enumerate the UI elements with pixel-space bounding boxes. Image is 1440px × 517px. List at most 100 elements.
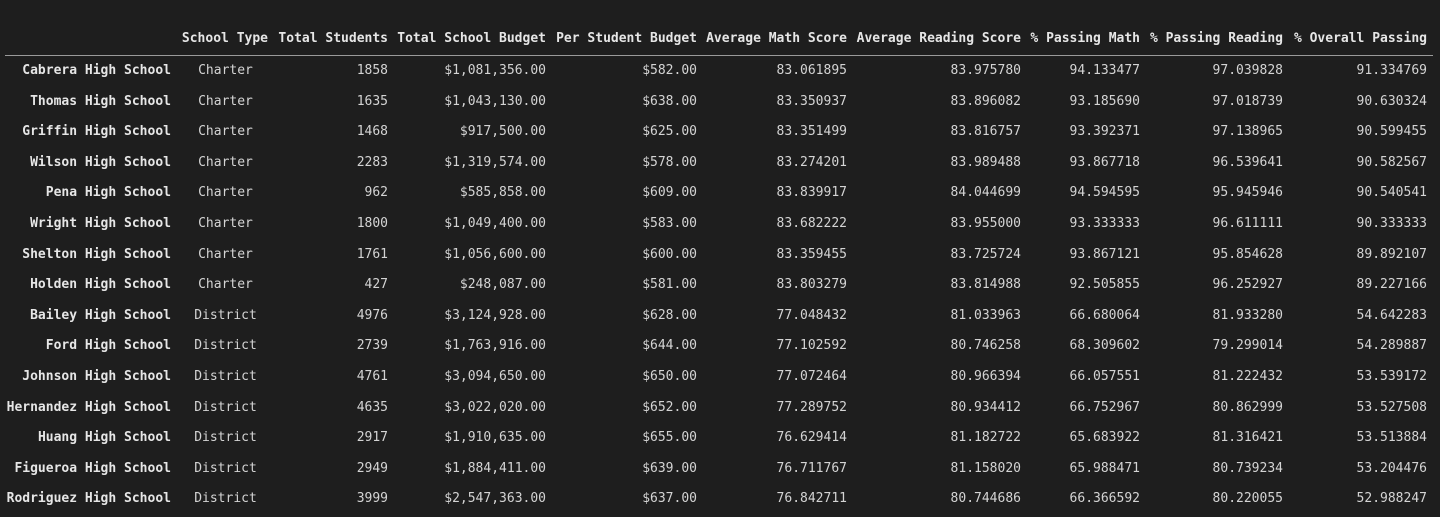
cell-total-school-budget: $917,500.00 — [459, 124, 546, 140]
cell-school-type: Charter — [198, 185, 253, 201]
cell-average-math-score: 83.803279 — [776, 277, 847, 293]
table-row: Thomas High School Charter 1635 $1,043,130.… — [5, 87, 1433, 118]
cell-passing-math: 94.594595 — [1069, 185, 1140, 201]
cell-overall-passing: 53.539172 — [1356, 368, 1427, 384]
cell-school-type: Charter — [198, 246, 253, 262]
cell-total-school-budget: $585,858.00 — [459, 185, 546, 201]
cell-school-name: Huang High School — [37, 430, 171, 446]
school-summary-table: School Type Total Students Total School … — [5, 22, 1433, 515]
cell-school-name: Wilson High School — [30, 154, 171, 170]
cell-total-students: 1858 — [356, 63, 388, 78]
table-header: School Type Total Students Total School … — [5, 22, 1433, 56]
cell-total-school-budget: $1,043,130.00 — [444, 93, 546, 109]
cell-passing-reading: 95.945946 — [1212, 185, 1283, 201]
cell-school-name: Holden High School — [30, 277, 171, 293]
cell-total-students: 1468 — [356, 124, 388, 140]
column-header-index — [5, 22, 177, 56]
cell-average-math-score: 83.061895 — [776, 63, 847, 78]
cell-total-students: 2917 — [356, 430, 388, 446]
cell-per-student-budget: $644.00 — [642, 338, 697, 354]
cell-school-type: District — [194, 368, 257, 384]
cell-average-math-score: 83.839917 — [776, 185, 847, 201]
cell-average-math-score: 83.274201 — [776, 154, 847, 170]
cell-passing-math: 66.752967 — [1069, 399, 1140, 415]
cell-school-name: Cabrera High School — [22, 63, 171, 78]
table-row: Ford High School District 2739 $1,763,916.0… — [5, 331, 1433, 362]
cell-average-math-score: 77.072464 — [776, 368, 847, 384]
cell-overall-passing: 90.582567 — [1356, 154, 1427, 170]
cell-overall-passing: 91.334769 — [1356, 63, 1427, 78]
table-row: Bailey High School District 4976 $3,124,928… — [5, 301, 1433, 332]
cell-average-reading-score: 83.816757 — [950, 124, 1021, 140]
cell-school-name: Johnson High School — [22, 368, 171, 384]
cell-passing-reading: 80.220055 — [1212, 491, 1283, 507]
cell-overall-passing: 89.227166 — [1356, 277, 1427, 293]
cell-per-student-budget: $638.00 — [642, 93, 697, 109]
cell-per-student-budget: $578.00 — [642, 154, 697, 170]
cell-passing-math: 93.867121 — [1069, 246, 1140, 262]
cell-average-reading-score: 80.746258 — [950, 338, 1021, 354]
column-header-total-students: Total Students — [274, 22, 394, 56]
cell-average-math-score: 76.629414 — [776, 430, 847, 446]
table-row: Figueroa High School District 2949 $1,884,4… — [5, 454, 1433, 485]
cell-school-type: Charter — [198, 93, 253, 109]
cell-total-school-budget: $1,049,400.00 — [444, 215, 546, 231]
cell-total-students: 1635 — [356, 93, 388, 109]
cell-passing-math: 93.392371 — [1069, 124, 1140, 140]
cell-per-student-budget: $655.00 — [642, 430, 697, 446]
cell-passing-reading: 95.854628 — [1212, 246, 1283, 262]
cell-passing-math: 92.505855 — [1069, 277, 1140, 293]
column-header-overall-passing: % Overall Passing — [1289, 22, 1433, 56]
cell-average-math-score: 83.359455 — [776, 246, 847, 262]
cell-total-school-budget: $1,910,635.00 — [444, 430, 546, 446]
cell-overall-passing: 90.630324 — [1356, 93, 1427, 109]
cell-average-math-score: 77.102592 — [776, 338, 847, 354]
cell-total-students: 2949 — [356, 460, 388, 476]
cell-overall-passing: 53.527508 — [1356, 399, 1427, 415]
cell-overall-passing: 54.289887 — [1356, 338, 1427, 354]
cell-average-reading-score: 83.955000 — [950, 215, 1021, 231]
cell-per-student-budget: $609.00 — [642, 185, 697, 201]
cell-school-name: Rodriguez High School — [6, 491, 171, 507]
cell-passing-reading: 81.222432 — [1212, 368, 1283, 384]
cell-school-type: District — [194, 338, 257, 354]
table-row: Hernandez High School District 4635 $3,022,… — [5, 393, 1433, 424]
cell-average-reading-score: 83.814988 — [950, 277, 1021, 293]
cell-passing-reading: 81.316421 — [1212, 430, 1283, 446]
cell-average-reading-score: 83.725724 — [950, 246, 1021, 262]
table-row: Huang High School District 2917 $1,910,635.… — [5, 423, 1433, 454]
dataframe-output: School Type Total Students Total School … — [5, 22, 1433, 515]
column-header-passing-math: % Passing Math — [1027, 22, 1146, 56]
cell-passing-math: 66.680064 — [1069, 307, 1140, 323]
cell-school-type: District — [194, 307, 257, 323]
cell-total-school-budget: $1,081,356.00 — [444, 63, 546, 78]
cell-average-reading-score: 80.966394 — [950, 368, 1021, 384]
cell-school-type: Charter — [198, 215, 253, 231]
cell-per-student-budget: $639.00 — [642, 460, 697, 476]
cell-per-student-budget: $600.00 — [642, 246, 697, 262]
cell-school-name: Thomas High School — [30, 93, 171, 109]
cell-overall-passing: 52.988247 — [1356, 491, 1427, 507]
cell-school-name: Hernandez High School — [6, 399, 171, 415]
cell-average-math-score: 76.842711 — [776, 491, 847, 507]
cell-average-reading-score: 81.158020 — [950, 460, 1021, 476]
cell-overall-passing: 53.513884 — [1356, 430, 1427, 446]
table-row: Cabrera High School Charter 1858 $1,081,356… — [5, 56, 1433, 87]
header-row: School Type Total Students Total School … — [5, 22, 1433, 56]
cell-school-name: Wright High School — [30, 215, 171, 231]
cell-passing-reading: 81.933280 — [1212, 307, 1283, 323]
cell-overall-passing: 89.892107 — [1356, 246, 1427, 262]
table-row: Wilson High School Charter 2283 $1,319,574.… — [5, 148, 1433, 179]
cell-total-students: 3999 — [356, 491, 388, 507]
cell-total-school-budget: $1,319,574.00 — [444, 154, 546, 170]
cell-passing-reading: 96.252927 — [1212, 277, 1283, 293]
cell-total-school-budget: $248,087.00 — [459, 277, 546, 293]
column-header-school-type: School Type — [177, 22, 274, 56]
cell-per-student-budget: $625.00 — [642, 124, 697, 140]
cell-school-type: Charter — [198, 277, 253, 293]
column-header-average-reading-score: Average Reading Score — [853, 22, 1027, 56]
cell-total-school-budget: $3,094,650.00 — [444, 368, 546, 384]
column-header-per-student-budget: Per Student Budget — [552, 22, 703, 56]
column-header-passing-reading: % Passing Reading — [1146, 22, 1289, 56]
cell-total-school-budget: $1,884,411.00 — [444, 460, 546, 476]
